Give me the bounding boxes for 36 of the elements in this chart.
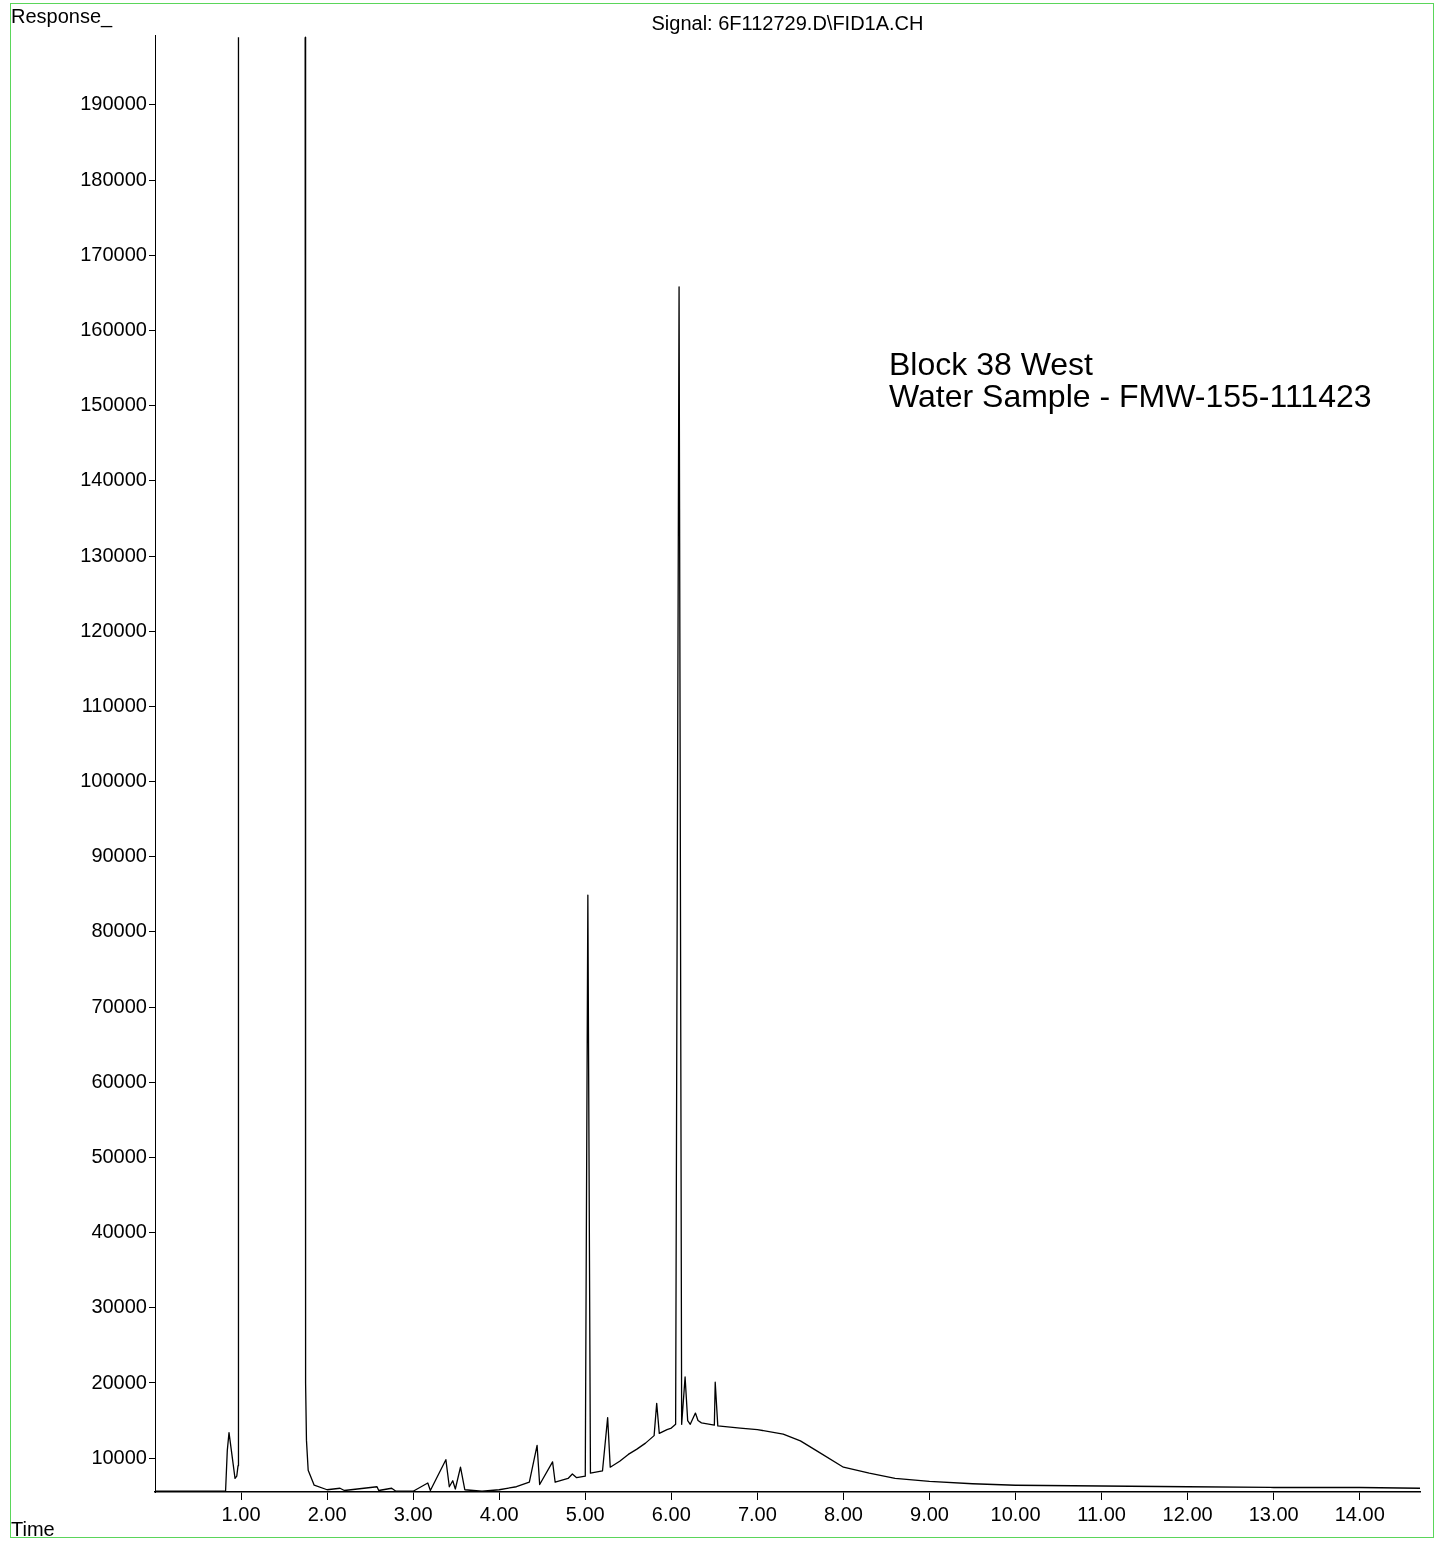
x-axis-title: Time xyxy=(11,1518,55,1540)
y-tick-label: 50000 xyxy=(91,1144,147,1167)
x-tick-label: 8.00 xyxy=(823,1502,863,1525)
y-axis-title: Response_ xyxy=(11,5,114,28)
y-tick-label: 170000 xyxy=(80,242,147,265)
y-tick-label: 190000 xyxy=(80,92,147,115)
y-tick-label: 110000 xyxy=(81,693,147,716)
y-tick-label: 10000 xyxy=(91,1445,147,1468)
x-tick-label: 10.00 xyxy=(990,1502,1041,1525)
y-tick-label: 150000 xyxy=(80,393,147,416)
y-tick-label: 80000 xyxy=(91,919,147,942)
x-tick-label: 4.00 xyxy=(479,1502,519,1525)
y-tick-label: 100000 xyxy=(80,769,147,792)
y-tick-label: 180000 xyxy=(80,167,147,190)
x-tick-label: 9.00 xyxy=(910,1502,949,1525)
y-tick-label: 40000 xyxy=(91,1220,147,1243)
x-tick-label: 6.00 xyxy=(651,1502,691,1525)
y-tick-label: 120000 xyxy=(80,618,147,641)
y-tick-label: 20000 xyxy=(91,1370,147,1393)
y-tick-label: 130000 xyxy=(80,543,147,566)
x-tick-label: 1.00 xyxy=(221,1502,261,1525)
x-tick-label: 2.00 xyxy=(307,1502,347,1525)
x-tick-label: 3.00 xyxy=(393,1502,433,1525)
y-tick-label: 90000 xyxy=(91,844,147,867)
y-tick-label: 140000 xyxy=(80,468,147,491)
x-tick-label: 7.00 xyxy=(737,1502,777,1525)
y-tick-label: 30000 xyxy=(91,1295,147,1318)
y-tick-label: 160000 xyxy=(80,317,147,340)
x-tick-label: 11.00 xyxy=(1077,1502,1126,1525)
chart-title: Signal: 6F112729.D\FID1A.CH xyxy=(651,12,924,34)
x-tick-label: 13.00 xyxy=(1248,1502,1299,1525)
x-tick-label: 5.00 xyxy=(565,1502,605,1525)
y-tick-label: 70000 xyxy=(91,994,147,1017)
x-tick-label: 12.00 xyxy=(1162,1502,1213,1525)
y-tick-label: 60000 xyxy=(91,1069,147,1092)
x-tick-label: 14.00 xyxy=(1334,1502,1385,1525)
